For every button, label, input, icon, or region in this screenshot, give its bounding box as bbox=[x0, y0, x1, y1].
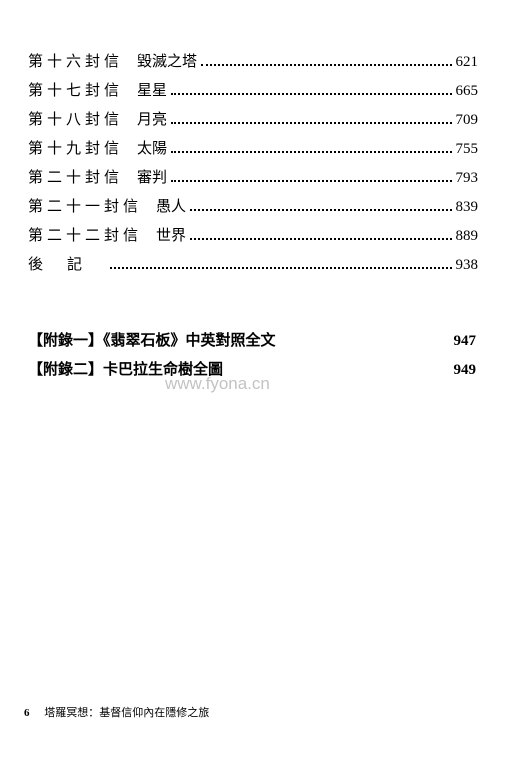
toc-entry: 第二十封信 審判 793 bbox=[28, 166, 478, 187]
dots-leader bbox=[201, 64, 451, 66]
footer: 6 塔羅冥想：基督信仰內在隱修之旅 bbox=[24, 704, 209, 720]
chapter-label: 第十九封信 bbox=[28, 137, 123, 158]
chapter-title: 世界 bbox=[156, 224, 186, 245]
chapter-title: 月亮 bbox=[137, 108, 167, 129]
footer-page-number: 6 bbox=[24, 707, 30, 719]
toc-list: 第十六封信 毀滅之塔 621 第十七封信 星星 665 第十八封信 月亮 709… bbox=[28, 50, 478, 274]
toc-entry: 第十六封信 毀滅之塔 621 bbox=[28, 50, 478, 71]
appendix-label: 【附錄一】《翡翠石板》中英對照全文 bbox=[28, 329, 276, 350]
appendix-page: 949 bbox=[454, 362, 477, 379]
appendix-page: 947 bbox=[454, 333, 477, 350]
chapter-label: 第十七封信 bbox=[28, 79, 123, 100]
appendix-list: 【附錄一】《翡翠石板》中英對照全文 947 【附錄二】卡巴拉生命樹全圖 949 bbox=[28, 329, 478, 379]
dots-leader bbox=[190, 238, 451, 240]
chapter-label: 第二十封信 bbox=[28, 166, 123, 187]
toc-entry: 第十七封信 星星 665 bbox=[28, 79, 478, 100]
toc-entry: 第十九封信 太陽 755 bbox=[28, 137, 478, 158]
chapter-label: 第十六封信 bbox=[28, 50, 123, 71]
chapter-title: 愚人 bbox=[156, 195, 186, 216]
page-number: 709 bbox=[456, 112, 479, 129]
dots-leader bbox=[171, 122, 451, 124]
chapter-title: 太陽 bbox=[137, 137, 167, 158]
page-number: 755 bbox=[456, 141, 479, 158]
chapter-title: 毀滅之塔 bbox=[137, 50, 197, 71]
appendix-entry: 【附錄一】《翡翠石板》中英對照全文 947 bbox=[28, 329, 478, 350]
page-number: 839 bbox=[456, 199, 479, 216]
toc-entry: 第十八封信 月亮 709 bbox=[28, 108, 478, 129]
chapter-label: 後記 bbox=[28, 253, 106, 274]
dots-leader bbox=[190, 209, 451, 211]
footer-title: 塔羅冥想：基督信仰內在隱修之旅 bbox=[44, 707, 209, 719]
chapter-title: 審判 bbox=[137, 166, 167, 187]
page-number: 889 bbox=[456, 228, 479, 245]
dots-leader bbox=[110, 267, 451, 269]
dots-leader bbox=[171, 93, 451, 95]
appendix-label: 【附錄二】卡巴拉生命樹全圖 bbox=[28, 358, 223, 379]
chapter-label: 第十八封信 bbox=[28, 108, 123, 129]
page-number: 665 bbox=[456, 83, 479, 100]
toc-entry: 第二十一封信 愚人 839 bbox=[28, 195, 478, 216]
page-number: 793 bbox=[456, 170, 479, 187]
appendix-entry: 【附錄二】卡巴拉生命樹全圖 949 bbox=[28, 358, 478, 379]
toc-entry: 後記 938 bbox=[28, 253, 478, 274]
page-number: 621 bbox=[456, 54, 479, 71]
page-number: 938 bbox=[456, 257, 479, 274]
chapter-label: 第二十二封信 bbox=[28, 224, 142, 245]
toc-entry: 第二十二封信 世界 889 bbox=[28, 224, 478, 245]
chapter-label: 第二十一封信 bbox=[28, 195, 142, 216]
dots-leader bbox=[171, 180, 451, 182]
chapter-title: 星星 bbox=[137, 79, 167, 100]
dots-leader bbox=[171, 151, 451, 153]
